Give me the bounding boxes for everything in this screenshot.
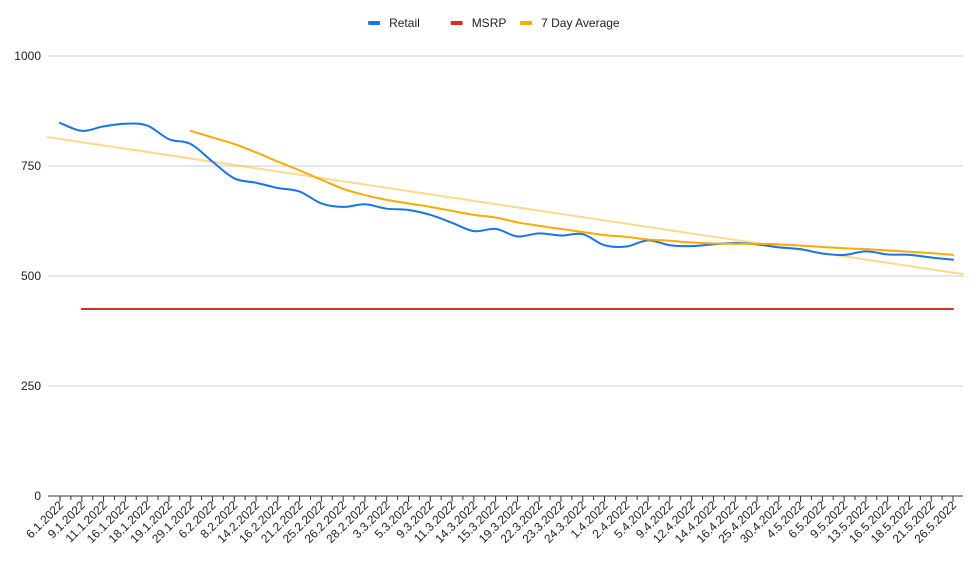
- data-point-7-day-average: [821, 246, 823, 248]
- data-point-7-day-average: [582, 231, 584, 233]
- data-point-7-day-average: [516, 221, 518, 223]
- data-point-retail: [538, 232, 540, 234]
- data-point-retail: [168, 138, 170, 140]
- legend-item-7-day-average: 7 Day Average: [520, 16, 620, 30]
- data-point-7-day-average: [669, 240, 671, 242]
- y-tick-label: 0: [34, 489, 41, 503]
- data-point-7-day-average: [190, 130, 192, 132]
- data-point-retail: [495, 228, 497, 230]
- data-point-retail: [451, 222, 453, 224]
- legend-swatch-retail: [368, 21, 381, 25]
- data-point-7-day-average: [451, 210, 453, 212]
- data-point-retail: [211, 161, 213, 163]
- data-point-retail: [778, 246, 780, 248]
- data-point-7-day-average: [386, 199, 388, 201]
- data-point-retail: [625, 246, 627, 248]
- data-point-retail: [843, 254, 845, 256]
- gridlines: [48, 55, 963, 387]
- data-point-retail: [887, 253, 889, 255]
- data-point-7-day-average: [604, 234, 606, 236]
- legend-swatch-7-day-average: [520, 21, 533, 25]
- data-point-retail: [320, 202, 322, 204]
- data-point-7-day-average: [712, 242, 714, 244]
- data-point-retail: [908, 254, 910, 256]
- series-line-7-day-average: [189, 129, 954, 256]
- data-point-7-day-average: [233, 143, 235, 145]
- data-point-7-day-average: [887, 249, 889, 251]
- data-point-7-day-average: [756, 243, 758, 245]
- data-point-7-day-average: [364, 194, 366, 196]
- data-point-retail: [821, 253, 823, 255]
- data-point-retail: [407, 209, 409, 211]
- data-point-7-day-average: [647, 238, 649, 240]
- data-point-retail: [930, 257, 932, 259]
- legend-label-retail: Retail: [389, 16, 420, 30]
- data-point-retail: [59, 122, 61, 124]
- data-point-7-day-average: [930, 252, 932, 254]
- data-point-retail: [516, 235, 518, 237]
- data-point-7-day-average: [255, 151, 257, 153]
- data-point-retail: [473, 230, 475, 232]
- y-tick-label: 250: [21, 379, 41, 393]
- data-point-7-day-average: [495, 216, 497, 218]
- data-point-7-day-average: [211, 136, 213, 138]
- data-point-retail: [691, 245, 693, 247]
- data-point-retail: [604, 244, 606, 246]
- legend-label-7-day-average: 7 Day Average: [541, 16, 620, 30]
- legend-item-retail: Retail: [368, 16, 420, 30]
- data-point-7-day-average: [320, 179, 322, 181]
- legend-swatch-msrp: [450, 21, 463, 25]
- data-point-7-day-average: [277, 161, 279, 163]
- data-point-retail: [386, 208, 388, 210]
- data-point-retail: [669, 244, 671, 246]
- legend-label-msrp: MSRP: [472, 16, 507, 30]
- y-tick-label: 1000: [14, 49, 41, 63]
- data-point-retail: [582, 233, 584, 235]
- data-point-7-day-average: [560, 228, 562, 230]
- legend-item-msrp: MSRP: [450, 16, 507, 30]
- data-point-retail: [299, 191, 301, 193]
- data-point-msrp: [81, 308, 83, 310]
- data-point-retail: [800, 248, 802, 250]
- data-point-7-day-average: [299, 169, 301, 171]
- data-point-retail: [560, 235, 562, 237]
- data-point-retail: [81, 130, 83, 132]
- data-point-7-day-average: [625, 236, 627, 238]
- data-point-7-day-average: [908, 251, 910, 253]
- legend: Retail MSRP 7 Day Average: [368, 16, 620, 30]
- data-point-retail: [103, 125, 105, 127]
- data-point-retail: [429, 214, 431, 216]
- y-tick-label: 500: [21, 269, 41, 283]
- data-point-7-day-average: [538, 225, 540, 227]
- data-point-retail: [233, 177, 235, 179]
- data-point-7-day-average: [800, 245, 802, 247]
- x-axis: 6.1.20229.1.202211.1.202216.1.202218.1.2…: [23, 495, 963, 546]
- data-point-7-day-average: [865, 248, 867, 250]
- series-layer: [46, 121, 965, 310]
- data-point-retail: [190, 143, 192, 145]
- data-point-retail: [124, 123, 126, 125]
- data-point-retail: [364, 203, 366, 205]
- data-point-7-day-average: [342, 188, 344, 190]
- data-point-7-day-average: [734, 243, 736, 245]
- data-point-retail: [146, 125, 148, 127]
- data-point-7-day-average: [843, 247, 845, 249]
- data-point-msrp: [952, 308, 954, 310]
- data-point-7-day-average: [952, 254, 954, 256]
- data-point-retail: [342, 206, 344, 208]
- y-axis: 0 250 500 750 1000: [14, 49, 41, 503]
- data-point-7-day-average: [429, 206, 431, 208]
- data-point-retail: [952, 259, 954, 261]
- data-point-7-day-average: [473, 214, 475, 216]
- data-point-7-day-average: [407, 202, 409, 204]
- data-point-retail: [255, 182, 257, 184]
- series-line-retail: [59, 121, 954, 261]
- data-point-retail: [277, 187, 279, 189]
- data-point-retail: [865, 250, 867, 252]
- data-point-7-day-average: [778, 243, 780, 245]
- data-point-7-day-average: [691, 242, 693, 244]
- y-tick-label: 750: [21, 159, 41, 173]
